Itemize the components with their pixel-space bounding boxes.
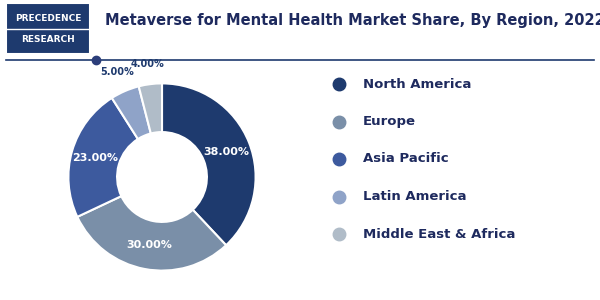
Text: Asia Pacific: Asia Pacific [363, 152, 449, 166]
Wedge shape [68, 98, 138, 217]
Text: North America: North America [363, 77, 472, 91]
Text: Metaverse for Mental Health Market Share, By Region, 2022 (%): Metaverse for Mental Health Market Share… [105, 14, 600, 28]
Text: 23.00%: 23.00% [73, 153, 118, 163]
Text: Latin America: Latin America [363, 190, 467, 203]
Wedge shape [162, 83, 256, 245]
Text: 38.00%: 38.00% [203, 146, 250, 157]
Text: RESEARCH: RESEARCH [21, 35, 75, 44]
Wedge shape [77, 196, 226, 271]
Text: 4.00%: 4.00% [131, 59, 164, 69]
Wedge shape [139, 83, 162, 134]
Text: 30.00%: 30.00% [126, 240, 172, 250]
Text: 5.00%: 5.00% [100, 67, 134, 77]
Text: PRECEDENCE: PRECEDENCE [15, 14, 81, 23]
Text: Europe: Europe [363, 115, 416, 128]
Wedge shape [112, 86, 151, 139]
Text: Middle East & Africa: Middle East & Africa [363, 227, 515, 241]
